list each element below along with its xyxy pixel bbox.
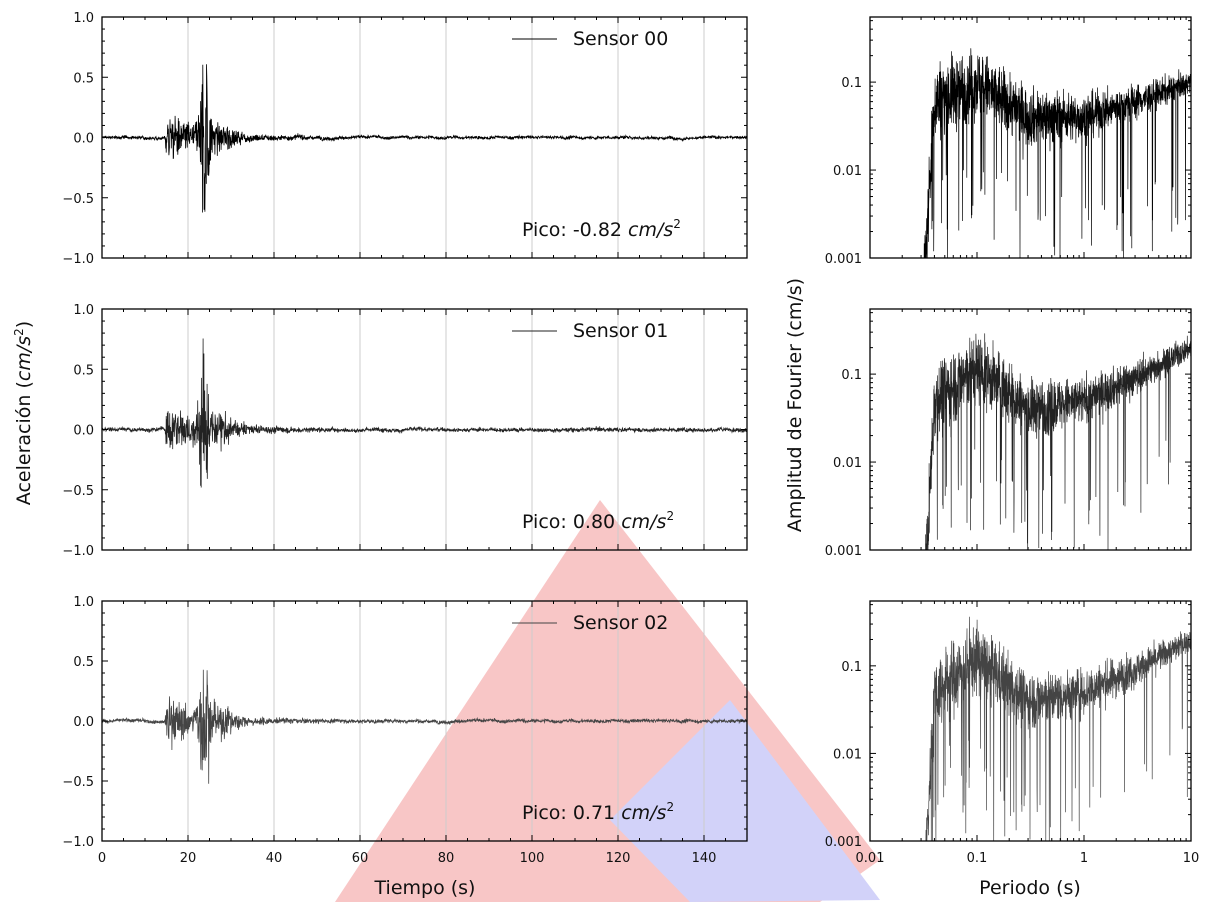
y-tick-label: 0.1 — [841, 660, 862, 675]
time-y-axis-label-units: cm/s — [13, 336, 35, 381]
time-x-axis-label: Tiempo (s) — [374, 877, 476, 899]
legend-entry: Sensor 01 — [573, 320, 668, 342]
axes-frame — [869, 16, 1192, 259]
x-tick-label: 80 — [438, 851, 455, 866]
y-tick-label: 0.001 — [825, 252, 862, 267]
time-panel-0: 1.0 0.5 0.0 −0.5 −1.0 Sensor 00 Pico: -0.82 cm… — [62, 11, 748, 267]
time-y-axis-label: Aceleración (cm/s2) — [12, 321, 35, 505]
y-tick-label: 0.5 — [73, 363, 94, 378]
axes-frame — [869, 600, 1192, 842]
legend-entry: Sensor 02 — [573, 612, 668, 634]
time-panel-1: 1.0 0.5 0.0 −0.5 −1.0 Sensor 01 Pico: 0.80 cm/… — [62, 303, 748, 559]
y-tick-label: 0.01 — [833, 456, 862, 471]
waveform-line — [101, 669, 748, 784]
y-tick-label: 0.5 — [73, 655, 94, 670]
fourier-x-axis-label: Periodo (s) — [979, 877, 1081, 899]
watermark-blue-band — [610, 700, 880, 902]
time-panel-2: 1.0 0.5 0.0 −0.5 −1.0 0 20 40 60 80 100 120 140 Senso… — [62, 595, 748, 866]
fourier-y-axis-label: Amplitud de Fourier (cm/s) — [784, 278, 806, 532]
y-tick-label: −0.5 — [62, 775, 94, 790]
time-y-axis-label-exp: 2 — [12, 328, 26, 336]
peak-annotation: Pico: -0.82 cm/s2 — [522, 217, 681, 241]
peak-annotation-units: cm/s — [628, 219, 673, 241]
watermark-logo — [335, 500, 880, 902]
legend-entry: Sensor 00 — [573, 28, 668, 50]
spectrum-line — [925, 616, 1191, 841]
y-tick-label: 1.0 — [73, 303, 94, 318]
peak-annotation-text: Pico: 0.71 — [522, 802, 621, 824]
y-tick-label: 0.01 — [833, 164, 862, 179]
waveform-line — [101, 64, 748, 213]
y-tick-label: 0.001 — [825, 835, 862, 850]
spectrum-line — [925, 333, 1191, 550]
peak-annotation-units: cm/s — [621, 511, 666, 533]
peak-annotation: Pico: 0.71 cm/s2 — [522, 800, 674, 824]
y-tick-label: 0.01 — [833, 747, 862, 762]
y-tick-label: 0.5 — [73, 71, 94, 86]
spectrum-line — [923, 48, 1191, 258]
peak-annotation-text: Pico: 0.80 — [522, 511, 621, 533]
x-tick-label: 100 — [520, 851, 545, 866]
peak-annotation-exp: 2 — [666, 509, 674, 523]
y-tick-label: 0.0 — [73, 715, 94, 730]
y-tick-label: 0.1 — [841, 368, 862, 383]
y-tick-label: −1.0 — [62, 835, 94, 850]
peak-annotation-exp: 2 — [673, 217, 681, 231]
x-tick-label: 0.1 — [967, 851, 988, 866]
panels: 1.0 0.5 0.0 −0.5 −1.0 Sensor 00 Pico: -0.82 cm… — [62, 11, 1199, 866]
y-tick-label: 0.0 — [73, 424, 94, 439]
peak-annotation-text: Pico: -0.82 — [522, 219, 628, 241]
y-tick-label: 1.0 — [73, 11, 94, 26]
time-y-axis-label-close: ) — [13, 321, 35, 328]
y-tick-label: −1.0 — [62, 544, 94, 559]
x-tick-label: 10 — [1183, 851, 1200, 866]
x-tick-label: 140 — [692, 851, 717, 866]
y-tick-label: 0.1 — [841, 76, 862, 91]
x-tick-label: 20 — [180, 851, 197, 866]
fourier-panel-1: 0.1 0.01 0.001 — [825, 308, 1192, 559]
peak-annotation-exp: 2 — [666, 800, 674, 814]
y-tick-label: −1.0 — [62, 252, 94, 267]
peak-annotation-units: cm/s — [621, 802, 666, 824]
peak-annotation: Pico: 0.80 cm/s2 — [522, 509, 674, 533]
x-tick-label: 120 — [606, 851, 631, 866]
y-tick-label: 0.001 — [825, 544, 862, 559]
fourier-panel-0: 0.1 0.01 0.001 — [825, 16, 1192, 267]
x-tick-label: 40 — [266, 851, 283, 866]
axes-frame — [869, 308, 1192, 551]
waveform-line — [101, 338, 748, 488]
x-tick-label: 60 — [352, 851, 369, 866]
x-tick-label: 0 — [98, 851, 106, 866]
y-tick-label: −0.5 — [62, 484, 94, 499]
x-tick-label: 1 — [1080, 851, 1088, 866]
y-tick-label: −0.5 — [62, 192, 94, 207]
time-y-axis-label-text: Aceleración ( — [13, 381, 35, 505]
x-tick-label: 0.01 — [856, 851, 885, 866]
y-tick-label: 1.0 — [73, 595, 94, 610]
y-tick-label: 0.0 — [73, 132, 94, 147]
